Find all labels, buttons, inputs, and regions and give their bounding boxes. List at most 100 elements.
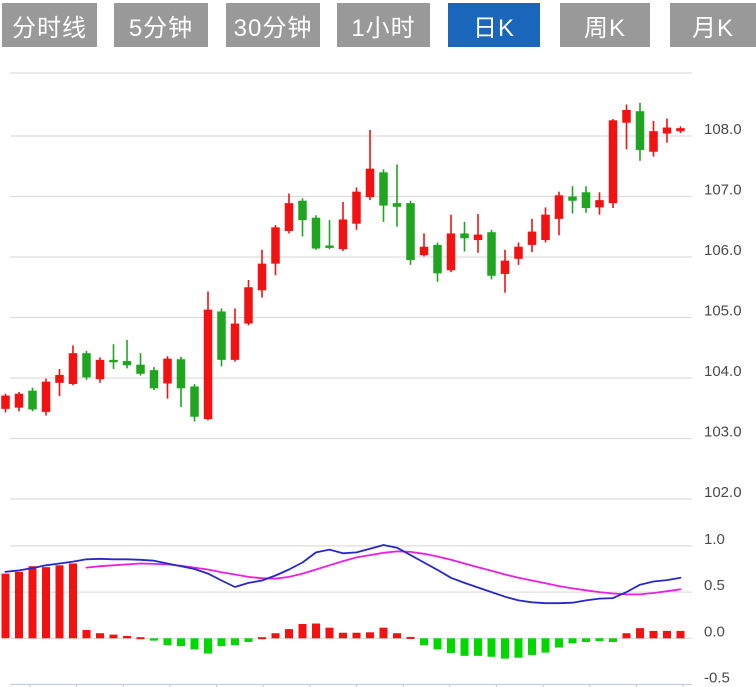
macd-bar-25 — [339, 632, 347, 639]
candle-21 — [284, 193, 294, 234]
price-tick-103.0: 103.0 — [704, 424, 742, 441]
tab-weekly-k[interactable]: 周K — [560, 3, 650, 47]
candle-23 — [311, 215, 321, 250]
price-tick-106.0: 106.0 — [704, 242, 742, 259]
candle-37 — [500, 249, 510, 293]
candle-45 — [608, 119, 618, 208]
candle-4 — [55, 368, 64, 397]
macd-bar-10 — [136, 637, 145, 640]
candle-33 — [446, 214, 456, 273]
tab-timeline[interactable]: 分时线 — [2, 3, 97, 47]
macd-bar-18 — [244, 638, 253, 642]
macd-bar-1 — [15, 571, 23, 639]
macd-tick-0.5: 0.5 — [704, 577, 725, 594]
macd-bar-5 — [69, 563, 77, 639]
macd-bar-4 — [55, 565, 64, 639]
candle-50 — [676, 126, 685, 133]
macd-bar-16 — [217, 638, 226, 647]
macd-tick-0.0: 0.0 — [704, 623, 725, 640]
macd-bar-29 — [393, 633, 401, 639]
candle-6 — [82, 350, 91, 380]
tab-5min[interactable]: 5分钟 — [114, 3, 208, 47]
candles-group — [1, 102, 685, 422]
price-tick-104.0: 104.0 — [704, 363, 742, 380]
timeframe-tabbar: 分时线 5分钟 30分钟 1小时 日K 周K 月K — [0, 0, 756, 50]
macd-bar-40 — [541, 638, 550, 653]
candle-3 — [41, 378, 51, 416]
tab-30min[interactable]: 30分钟 — [226, 3, 320, 47]
macd-bar-27 — [366, 632, 374, 639]
tab-daily-k[interactable]: 日K — [448, 3, 540, 47]
candle-36 — [487, 229, 496, 280]
candle-38 — [514, 242, 523, 265]
candle-32 — [433, 242, 442, 282]
macd-bar-3 — [42, 567, 50, 639]
dif-line — [4, 544, 682, 605]
macd-bar-26 — [352, 632, 361, 639]
macd-bar-28 — [379, 627, 388, 639]
candle-20 — [271, 224, 280, 276]
candle-10 — [136, 353, 145, 376]
macd-bar-11 — [150, 638, 158, 641]
gridlines — [10, 72, 692, 686]
candle-26 — [352, 187, 361, 230]
macd-bar-34 — [460, 638, 469, 656]
candle-35 — [473, 214, 483, 253]
tab-monthly-k[interactable]: 月K — [670, 3, 756, 47]
macd-bar-13 — [177, 638, 185, 647]
macd-bar-30 — [406, 636, 415, 639]
candle-2 — [28, 387, 37, 412]
macd-bar-43 — [582, 638, 590, 642]
candle-43 — [581, 186, 591, 213]
candle-46 — [622, 104, 631, 150]
candle-40 — [541, 207, 550, 243]
macd-bar-37 — [501, 638, 509, 659]
macd-bar-22 — [298, 623, 307, 639]
macd-bar-8 — [109, 634, 118, 639]
candle-41 — [554, 191, 564, 236]
candle-8 — [109, 344, 118, 369]
macd-lines-group — [4, 544, 682, 605]
macd-bar-2 — [28, 566, 37, 639]
candle-13 — [176, 356, 186, 408]
macd-bar-42 — [568, 638, 577, 644]
macd-bar-6 — [82, 629, 91, 639]
dea-line — [85, 550, 682, 596]
tab-1hour[interactable]: 1小时 — [337, 3, 430, 47]
macd-bar-38 — [514, 638, 523, 658]
macd-tick-1.0: 1.0 — [704, 531, 725, 548]
macd-bar-15 — [204, 638, 212, 654]
macd-bar-7 — [96, 633, 104, 639]
candle-30 — [406, 200, 415, 265]
macd-bar-9 — [123, 635, 131, 639]
candle-11 — [149, 367, 159, 391]
candle-49 — [662, 118, 672, 143]
macd-bar-45 — [609, 638, 617, 642]
candle-42 — [568, 186, 577, 214]
macd-bar-36 — [487, 638, 496, 657]
macd-bar-41 — [555, 638, 563, 648]
candle-25 — [338, 201, 348, 251]
candle-0 — [1, 393, 10, 413]
candle-12 — [163, 356, 172, 399]
macd-bar-14 — [190, 638, 199, 650]
candle-47 — [635, 102, 645, 161]
macd-bar-24 — [325, 627, 334, 639]
candle-15 — [203, 291, 213, 421]
candle-31 — [419, 233, 429, 257]
macd-tick--0.5: -0.5 — [704, 670, 730, 687]
candle-18 — [244, 279, 253, 326]
candle-34 — [460, 221, 469, 252]
macd-bar-23 — [312, 623, 320, 639]
candle-39 — [527, 218, 537, 253]
candle-27 — [365, 129, 375, 201]
macd-histogram-group — [1, 563, 685, 659]
axis-labels: 108.0 107.0 106.0 105.0 104.0 103.0 102.0 1.0 0.… — [704, 121, 742, 687]
macd-bar-17 — [231, 638, 239, 646]
candle-14 — [190, 384, 199, 422]
candle-16 — [217, 308, 226, 367]
macd-bar-35 — [474, 638, 482, 656]
macd-bar-20 — [271, 633, 280, 639]
candle-48 — [649, 120, 658, 157]
macd-bar-21 — [285, 629, 293, 639]
